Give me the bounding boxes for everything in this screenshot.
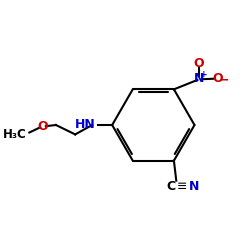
Text: N: N [189, 180, 200, 193]
Text: O: O [212, 72, 223, 85]
Text: HN: HN [75, 118, 96, 132]
Text: −: − [219, 74, 229, 86]
Text: +: + [200, 70, 208, 79]
Text: H₃C: H₃C [3, 128, 27, 141]
Text: ≡: ≡ [177, 180, 188, 193]
Text: C: C [166, 180, 175, 193]
Text: O: O [38, 120, 48, 133]
Text: N: N [194, 72, 204, 85]
Text: O: O [193, 58, 204, 70]
